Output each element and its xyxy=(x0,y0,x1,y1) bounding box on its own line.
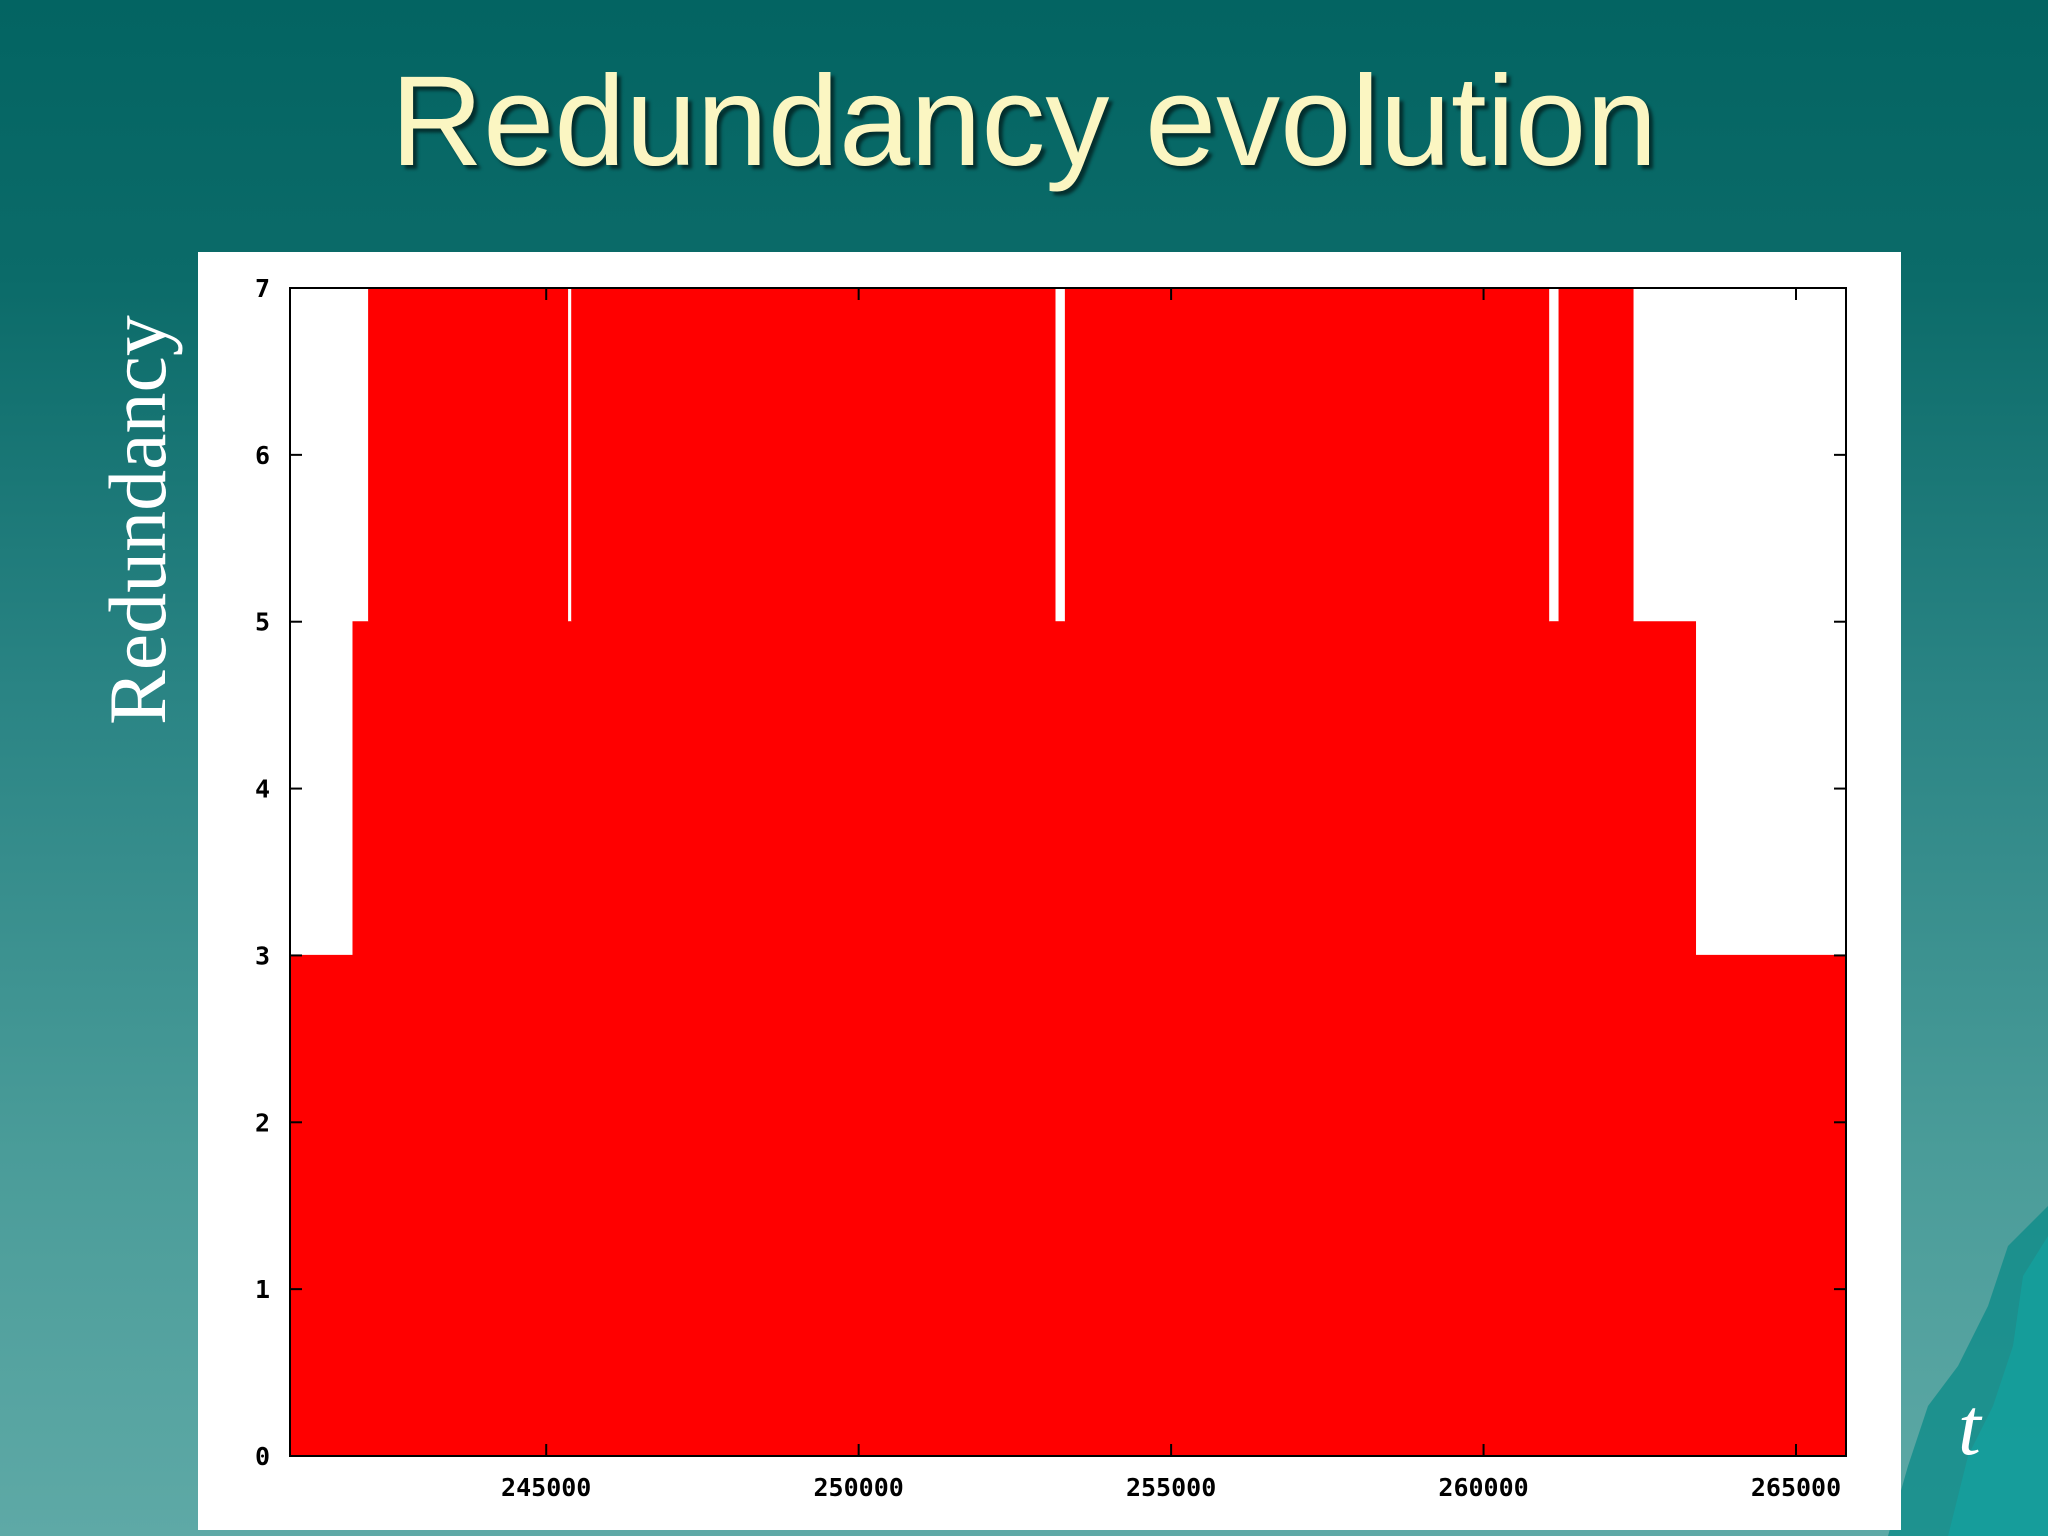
x-tick-label-245000: 245000 xyxy=(501,1473,591,1502)
redundancy-chart: 0 1 2 3 4 5 6 7 245000 250000 255000 260000 265000 xyxy=(255,274,1847,1502)
x-tick-label-255000: 255000 xyxy=(1126,1473,1216,1502)
x-tick-label-265000: 265000 xyxy=(1751,1473,1841,1502)
y-tick-label-6: 6 xyxy=(255,441,270,470)
y-axis-label: Redundancy xyxy=(92,315,183,725)
x-tick-label-250000: 250000 xyxy=(814,1473,904,1502)
y-tick-label-1: 1 xyxy=(255,1275,270,1304)
y-tick-label-2: 2 xyxy=(255,1108,270,1137)
iceberg-decoration xyxy=(1888,1206,2048,1536)
y-tick-label-4: 4 xyxy=(255,775,270,804)
y-tick-label-3: 3 xyxy=(255,941,270,970)
chart-panel: 0 1 2 3 4 5 6 7 245000 250000 255000 260000 265000 xyxy=(198,252,1901,1530)
y-tick-label-5: 5 xyxy=(255,608,270,637)
plot-border xyxy=(289,287,1847,1457)
slide-title: Redundancy evolution xyxy=(390,50,1658,193)
y-tick-label-0: 0 xyxy=(255,1442,270,1471)
x-axis-label: t xyxy=(1958,1381,1981,1472)
y-tick-label-7: 7 xyxy=(255,274,270,303)
redundancy-area-series xyxy=(290,288,1846,1456)
x-tick-label-260000: 260000 xyxy=(1438,1473,1528,1502)
